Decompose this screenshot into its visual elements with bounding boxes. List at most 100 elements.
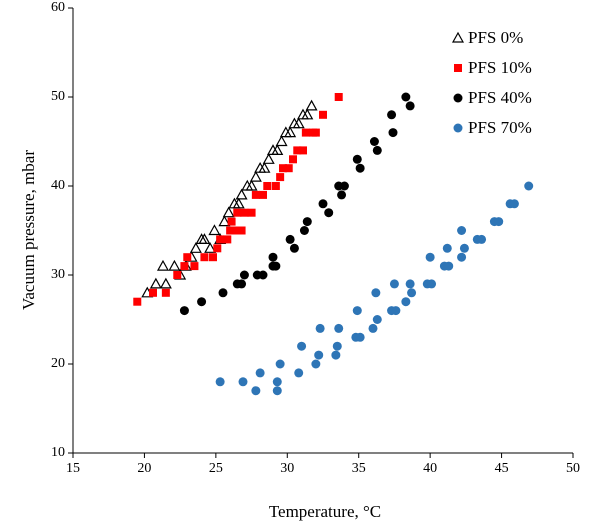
x-tick-label: 35 [352,461,366,476]
y-tick-label: 20 [51,356,65,371]
data-point [372,315,382,324]
data-point [369,137,379,146]
data-point [427,279,437,289]
data-point [305,99,318,111]
data-point [457,226,467,235]
data-point [245,179,258,191]
data-point [216,235,225,244]
data-point [183,253,192,262]
data-point [405,279,415,289]
data-point [284,164,293,173]
data-point [190,262,199,271]
data-point [425,252,435,262]
data-point [272,386,282,396]
data-point [389,279,399,289]
data-point [263,182,272,190]
data-point [149,277,162,289]
data-point [239,270,249,280]
data-point [302,217,312,227]
data-point [173,271,182,279]
data-point [334,93,343,101]
data-point [198,233,211,244]
data-point [314,350,324,360]
data-point [222,206,235,218]
data-point [509,199,519,209]
data-point [227,217,236,226]
data-point [197,297,207,307]
data-point [149,288,157,297]
data-point [230,226,239,235]
data-point [215,377,225,387]
data-point [477,234,487,244]
data-point [218,215,231,227]
data-point [249,170,262,182]
legend-marker [453,93,463,103]
data-point [442,243,452,253]
data-point [156,259,170,271]
data-point [284,126,297,138]
data-point [226,226,235,235]
data-point [276,173,285,182]
data-point [293,146,302,155]
data-point [368,323,378,333]
data-point [259,190,267,199]
data-point [268,252,278,262]
legend-label: PFS 40% [468,88,532,107]
legend-label: PFS 10% [468,58,532,77]
data-point [524,181,534,191]
data-point [200,253,209,262]
data-point [352,154,362,164]
data-point [401,297,411,307]
data-point [258,270,268,280]
data-point [232,197,245,209]
data-point [494,217,504,227]
data-point [311,128,320,137]
data-point [457,252,467,262]
x-tick-label: 30 [280,461,294,476]
x-tick-label: 25 [209,461,223,476]
y-tick-label: 50 [51,89,65,104]
legend-marker [453,123,463,133]
x-axis-title: Temperature, °C [269,502,381,521]
data-point [204,242,217,253]
y-tick-label: 40 [51,178,65,193]
legend-marker [454,64,462,72]
data-point [355,163,365,173]
data-point [372,145,382,155]
data-point [352,306,362,316]
data-point [371,288,381,298]
data-point [337,190,347,200]
data-point [459,243,469,253]
data-point [289,243,299,253]
data-point [285,234,295,244]
data-point [209,253,217,262]
x-tick-label: 45 [495,461,509,476]
data-point [292,117,305,129]
data-point [301,108,314,120]
data-point [289,155,297,164]
data-point [240,208,249,217]
data-point [251,190,260,199]
y-tick-label: 60 [51,0,65,15]
data-point [262,153,275,164]
data-point [168,259,181,271]
data-point [355,332,365,342]
data-point [275,359,285,369]
data-point [401,92,411,102]
x-tick-label: 15 [66,461,80,476]
data-point [161,288,170,297]
x-tick-label: 20 [137,461,151,476]
data-point [444,261,454,271]
legend-marker [451,31,465,43]
data-point [208,224,221,236]
data-point [387,110,397,120]
data-point [223,235,232,244]
x-tick-label: 40 [423,461,437,476]
data-point [294,368,304,378]
data-point [133,297,142,306]
data-point [301,128,310,137]
data-point [319,110,327,119]
data-point [180,262,189,271]
data-point [272,377,282,387]
